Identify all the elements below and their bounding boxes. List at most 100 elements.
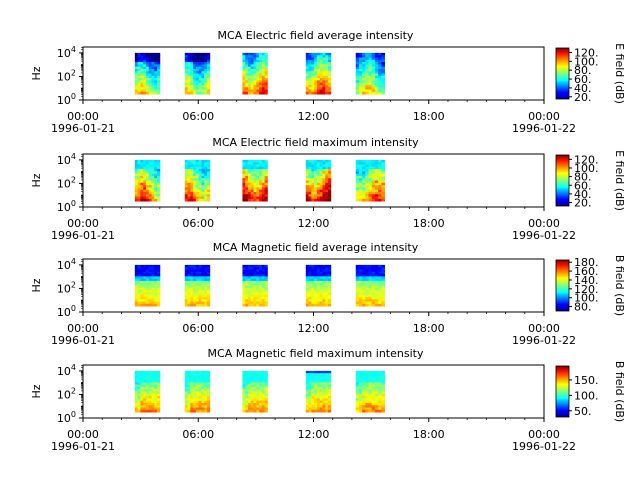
- spectrogram-cell: [314, 287, 318, 291]
- spectrogram-cell: [187, 178, 191, 181]
- spectrogram-cell: [374, 267, 379, 270]
- spectrogram-cell: [247, 173, 252, 177]
- spectrogram-cell: [259, 386, 263, 390]
- spectrogram-cell: [140, 164, 144, 168]
- spectrogram-cell: [259, 384, 263, 388]
- spectrogram-cell: [143, 290, 147, 293]
- spectrogram-cell: [305, 180, 309, 184]
- spectrogram-cell: [355, 271, 360, 275]
- spectrogram-cell: [187, 276, 191, 280]
- spectrogram-cell: [378, 375, 382, 379]
- spectrogram-cell: [143, 62, 147, 65]
- spectrogram-cell: [204, 189, 208, 193]
- spectrogram-cell: [365, 303, 369, 307]
- spectrogram-cell: [365, 292, 369, 296]
- spectrogram-cell: [201, 59, 205, 63]
- y-tick-label: 102: [57, 280, 76, 295]
- spectrogram-cell: [368, 384, 373, 388]
- spectrogram-cell: [378, 52, 382, 56]
- spectrogram-cell: [378, 407, 382, 411]
- spectrogram-cell: [187, 52, 191, 56]
- spectrogram-cell: [145, 391, 150, 395]
- spectrogram-cell: [195, 80, 200, 84]
- spectrogram-cell: [245, 264, 249, 268]
- spectrogram-cell: [137, 89, 141, 93]
- spectrogram-cell: [242, 191, 246, 195]
- spectrogram-cell: [381, 267, 385, 270]
- spectrogram-cell: [242, 267, 246, 270]
- spectrogram-cell: [187, 55, 191, 58]
- spectrogram-cell: [247, 400, 252, 404]
- spectrogram-cell: [381, 162, 385, 165]
- spectrogram-cell: [242, 271, 246, 275]
- spectrogram-cell: [198, 269, 202, 273]
- spectrogram-cell: [316, 75, 321, 79]
- spectrogram-cell: [381, 280, 385, 284]
- spectrogram-cell: [145, 301, 150, 305]
- spectrogram-cell: [362, 393, 366, 397]
- spectrogram-cell: [264, 389, 268, 392]
- spectrogram-cell: [305, 271, 309, 275]
- spectrogram-cell: [358, 52, 363, 56]
- spectrogram-cell: [259, 87, 263, 90]
- spectrogram-cell: [190, 384, 194, 388]
- spectrogram-cell: [328, 164, 332, 168]
- spectrogram-cell: [137, 164, 141, 168]
- spectrogram-cell: [207, 290, 211, 293]
- spectrogram-cell: [319, 389, 323, 392]
- x-tick-label: 00:00: [67, 217, 99, 230]
- spectrogram-cell: [381, 159, 385, 163]
- spectrogram-cell: [247, 391, 252, 395]
- spectrogram-cell: [314, 380, 318, 383]
- spectrogram-cell: [151, 278, 155, 282]
- spectrogram-cell: [134, 274, 139, 277]
- spectrogram-cell: [207, 278, 211, 282]
- spectrogram-cell: [157, 274, 161, 277]
- spectrogram-cell: [195, 280, 200, 284]
- spectrogram-cell: [247, 380, 252, 383]
- spectrogram-cell: [143, 68, 147, 72]
- spectrogram-cell: [371, 396, 376, 399]
- spectrogram-cell: [316, 57, 321, 61]
- spectrogram-cell: [140, 380, 144, 383]
- spectrogram-cell: [140, 169, 144, 172]
- spectrogram-cell: [154, 68, 158, 72]
- y-axis-label: Hz: [30, 173, 43, 187]
- x-date-label: 1996-01-22: [512, 440, 576, 453]
- spectrogram-cell: [137, 290, 141, 293]
- spectrogram-cell: [207, 182, 211, 186]
- spectrogram-cell: [362, 182, 366, 186]
- y-tick-label: 102: [57, 386, 76, 401]
- spectrogram-cell: [245, 182, 249, 186]
- spectrogram-cell: [184, 82, 188, 86]
- spectrogram-cell: [325, 375, 329, 379]
- spectrogram-cell: [137, 396, 141, 399]
- spectrogram-cell: [198, 66, 202, 70]
- spectrogram-cell: [378, 278, 382, 282]
- spectrogram-cell: [374, 409, 379, 413]
- spectrogram-cell: [253, 187, 257, 191]
- spectrogram-cell: [151, 80, 155, 84]
- spectrogram-cell: [247, 409, 252, 413]
- spectrogram-cell: [143, 294, 147, 298]
- spectrogram-cell: [204, 84, 208, 88]
- spectrogram-cell: [261, 391, 266, 395]
- spectrogram-cell: [154, 264, 158, 268]
- spectrogram-cell: [195, 91, 200, 95]
- spectrogram-cell: [316, 71, 321, 74]
- spectrogram-cell: [319, 396, 323, 399]
- spectrogram-cell: [259, 182, 263, 186]
- spectrogram-cell: [328, 287, 332, 291]
- spectrogram-cell: [322, 171, 326, 175]
- spectrogram-cell: [250, 191, 254, 195]
- spectrogram-cell: [157, 384, 161, 388]
- spectrogram-cell: [204, 274, 208, 277]
- spectrogram-cell: [259, 296, 263, 300]
- spectrogram-cell: [145, 267, 150, 270]
- spectrogram-cell: [154, 62, 158, 65]
- spectrogram-cell: [154, 384, 158, 388]
- spectrogram-cell: [381, 52, 385, 56]
- spectrogram-cell: [143, 173, 147, 177]
- spectrogram-cell: [201, 180, 205, 184]
- spectrogram-cell: [245, 173, 249, 177]
